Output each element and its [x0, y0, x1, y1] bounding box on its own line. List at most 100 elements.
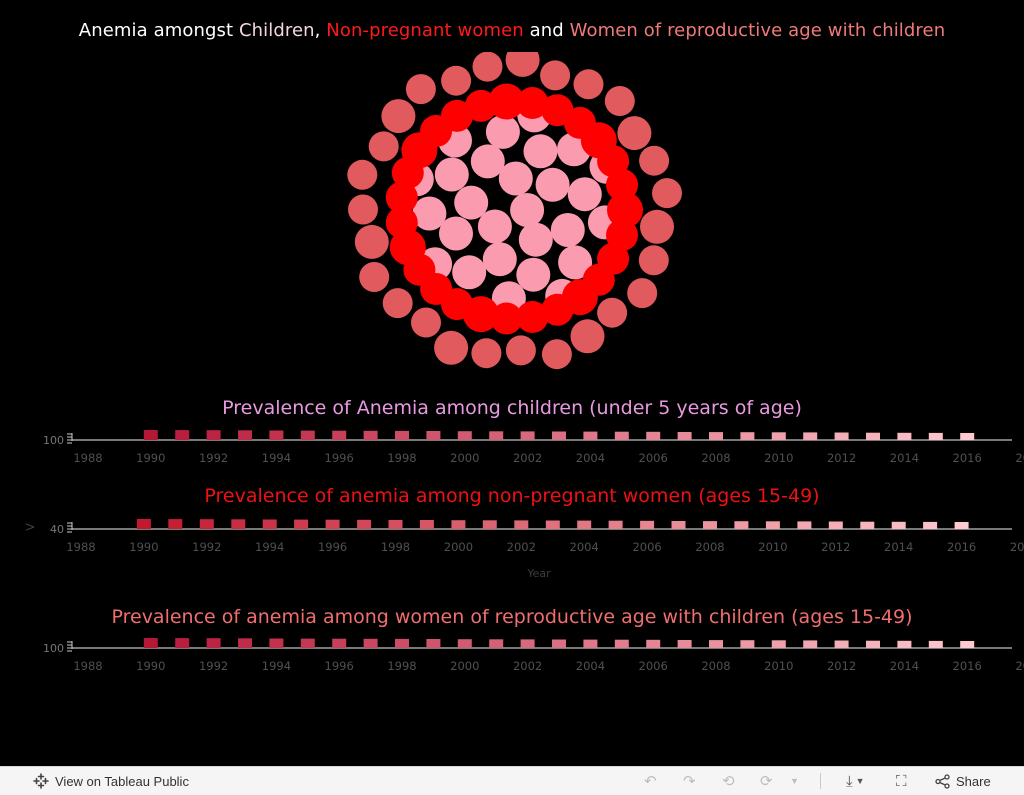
bar-2002[interactable] [520, 431, 535, 440]
bar-2000[interactable] [451, 520, 466, 529]
bar-2000[interactable] [457, 639, 472, 648]
bar-2000[interactable] [457, 431, 472, 440]
bar-2007[interactable] [677, 432, 692, 440]
bubble-women-with-children[interactable] [359, 262, 390, 292]
bubble-children[interactable] [454, 185, 489, 220]
bar-2013[interactable] [866, 640, 880, 648]
bar-2012[interactable] [834, 640, 849, 649]
bubble-children[interactable] [518, 222, 553, 257]
bubble-women-with-children[interactable] [354, 224, 389, 259]
bar-2013[interactable] [866, 432, 880, 440]
bar-2002[interactable] [520, 639, 535, 648]
bar-1990[interactable] [143, 430, 158, 440]
bar-2011[interactable] [797, 521, 812, 529]
bar-2001[interactable] [489, 431, 504, 440]
bubble-non-pregnant-women[interactable] [441, 99, 473, 132]
bar-2004[interactable] [577, 520, 592, 529]
bar-2005[interactable] [614, 639, 629, 648]
bar-2011[interactable] [803, 432, 818, 440]
bubble-children[interactable] [558, 245, 593, 280]
bubble-women-with-children[interactable] [639, 145, 670, 176]
bar-1990[interactable] [143, 638, 158, 648]
bubble-non-pregnant-women[interactable] [541, 293, 574, 326]
bar-2006[interactable] [646, 639, 661, 648]
bubble-women-with-children[interactable] [604, 86, 635, 116]
bubble-women-with-children[interactable] [541, 339, 572, 370]
bar-2014[interactable] [897, 432, 912, 440]
bar-1999[interactable] [426, 431, 441, 440]
bar-1994[interactable] [269, 430, 284, 441]
bubble-non-pregnant-women[interactable] [607, 192, 643, 228]
bubble-women-with-children[interactable] [472, 52, 503, 82]
bar-1998[interactable] [388, 519, 403, 529]
bubble-children[interactable] [510, 193, 545, 227]
bar-2009[interactable] [740, 432, 755, 440]
bubble-children[interactable] [498, 161, 533, 196]
bar-2004[interactable] [583, 431, 598, 440]
bar-2009[interactable] [734, 521, 749, 529]
bubble-women-with-children[interactable] [381, 99, 416, 134]
title-women[interactable]: Women of reproductive age with children [569, 20, 946, 41]
bubble-children[interactable] [452, 255, 487, 290]
bar-2007[interactable] [671, 521, 686, 529]
bubble-children[interactable] [516, 257, 551, 292]
bar-2006[interactable] [640, 520, 655, 529]
redo-icon[interactable]: ↷ [683, 773, 696, 790]
bar-1992[interactable] [206, 430, 221, 440]
bar-2003[interactable] [552, 639, 566, 649]
share-button[interactable]: Share [935, 767, 991, 795]
bubble-children[interactable] [477, 209, 512, 244]
bar-1997[interactable] [363, 638, 378, 648]
bubble-women-with-children[interactable] [597, 297, 628, 328]
bar-1995[interactable] [300, 430, 315, 440]
bubble-women-with-children[interactable] [540, 60, 571, 91]
bubble-children[interactable] [535, 167, 570, 202]
bar-2002[interactable] [514, 520, 529, 529]
bar-2012[interactable] [834, 432, 849, 441]
bar-2016[interactable] [954, 522, 969, 529]
bar-2014[interactable] [891, 521, 906, 529]
bar-1993[interactable] [231, 519, 246, 529]
bar-2001[interactable] [489, 639, 504, 648]
bar-2004[interactable] [583, 639, 598, 648]
bubble-chart[interactable] [330, 52, 695, 382]
bar-2003[interactable] [545, 520, 560, 530]
bar-1996[interactable] [325, 519, 340, 529]
bubble-children[interactable] [412, 196, 447, 231]
bubble-women-with-children[interactable] [405, 74, 436, 105]
bar-1995[interactable] [294, 519, 309, 529]
bubble-children[interactable] [567, 177, 602, 212]
bubble-children[interactable] [470, 144, 505, 179]
bar-2001[interactable] [482, 520, 497, 529]
bar-2016[interactable] [960, 433, 975, 440]
bar-2013[interactable] [860, 521, 875, 529]
bar-1991[interactable] [168, 519, 183, 529]
children-bar-chart[interactable]: 100 1988 1990 1992 1994 1996 1998 2000 2002 2004 2… [0, 426, 1024, 468]
bar-1997[interactable] [363, 430, 378, 440]
bubble-women-with-children[interactable] [505, 52, 540, 77]
bar-1999[interactable] [426, 639, 441, 648]
bubble-children[interactable] [439, 216, 473, 251]
bubble-women-with-children[interactable] [570, 319, 605, 354]
bar-1992[interactable] [206, 638, 221, 648]
bar-2005[interactable] [608, 520, 623, 529]
women-bar-chart[interactable]: 100 1988 1990 1992 1994 1996 1998 2000 2002 2004 2… [0, 634, 1024, 676]
bubble-women-with-children[interactable] [505, 335, 536, 366]
bar-1999[interactable] [419, 520, 434, 529]
bubble-children[interactable] [550, 213, 585, 247]
bubble-women-with-children[interactable] [348, 194, 378, 225]
bar-1995[interactable] [300, 638, 315, 648]
bubble-women-with-children[interactable] [617, 116, 652, 151]
bubble-children[interactable] [485, 114, 520, 149]
bubble-children[interactable] [482, 242, 517, 277]
bubble-women-with-children[interactable] [652, 178, 682, 209]
bubble-children[interactable] [523, 134, 558, 169]
bar-1998[interactable] [395, 430, 409, 440]
bar-2014[interactable] [897, 640, 912, 648]
bar-2007[interactable] [677, 640, 692, 648]
bar-2010[interactable] [771, 640, 786, 648]
bar-1990[interactable] [136, 519, 151, 529]
title-children[interactable]: Children [238, 20, 315, 41]
bar-1993[interactable] [238, 638, 252, 648]
bar-1998[interactable] [395, 638, 409, 648]
